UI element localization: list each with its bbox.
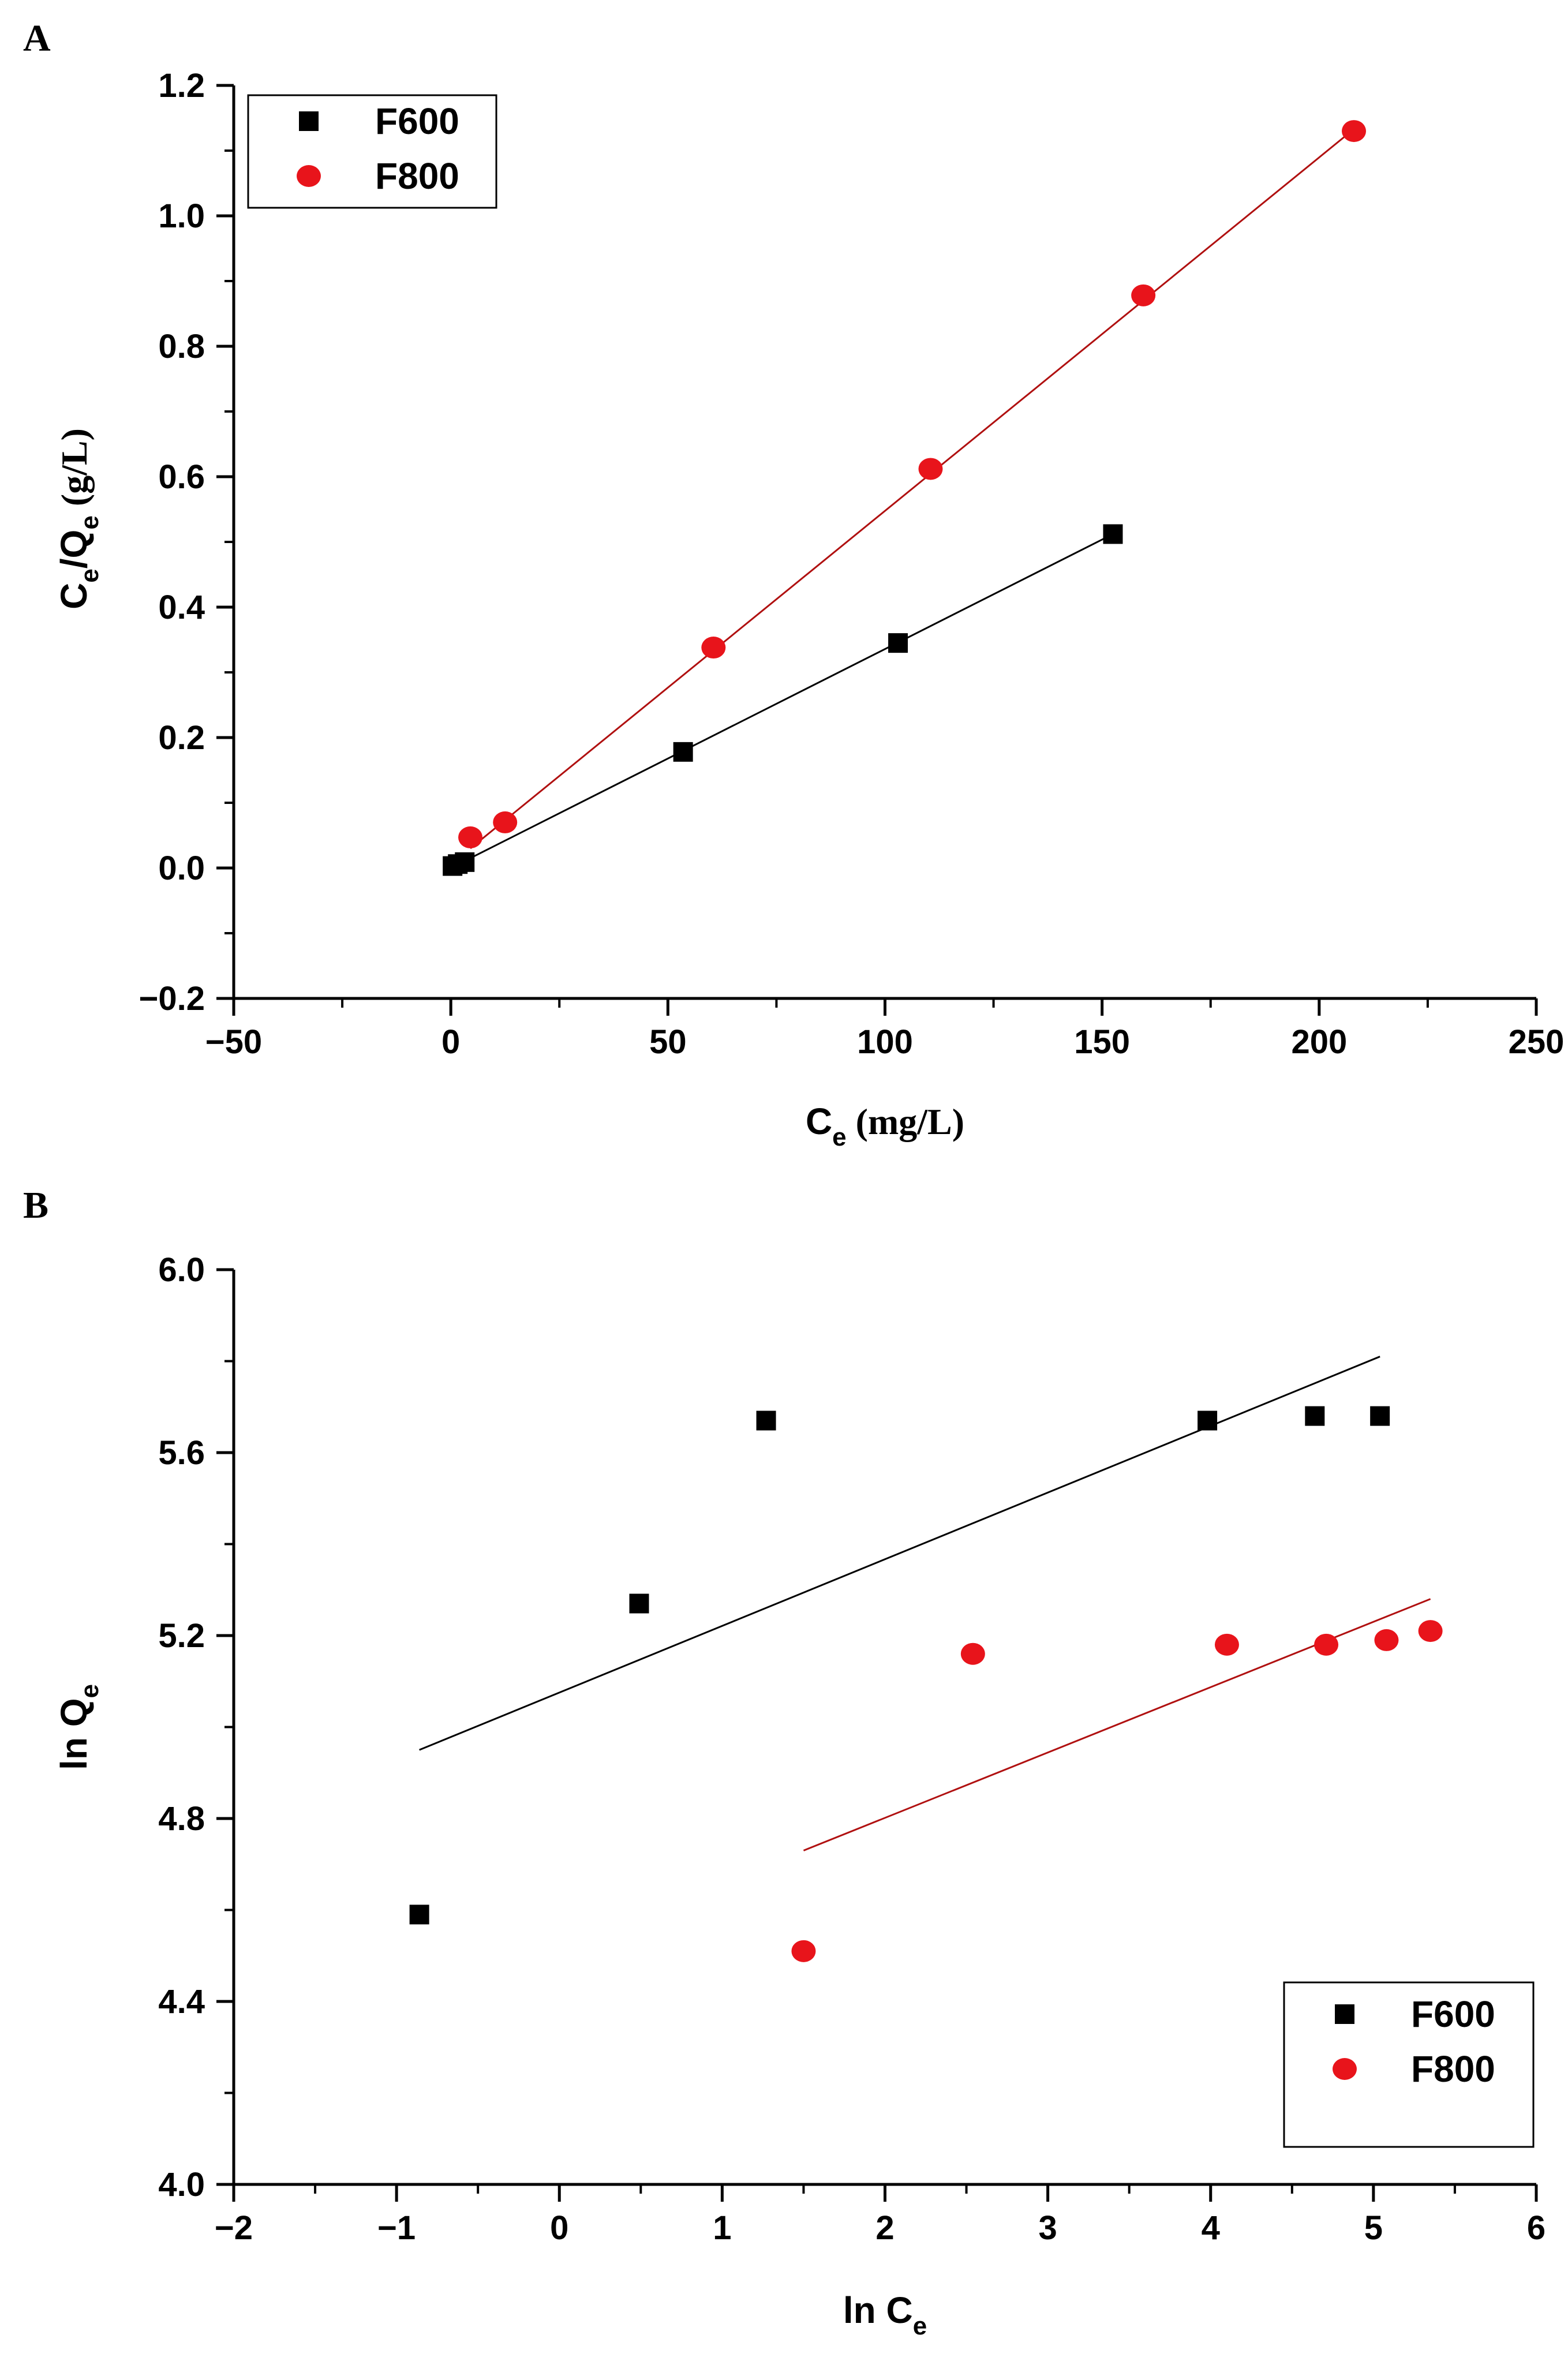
data-point-f600 — [629, 1593, 649, 1614]
x-axis-title-sub: e — [832, 1123, 846, 1151]
y-tick-label: 0.4 — [158, 589, 205, 626]
fit-line-f800 — [470, 128, 1354, 850]
y-tick-label: 0.6 — [158, 458, 205, 496]
fit-line-f800 — [803, 1598, 1431, 1851]
data-point-f600 — [756, 1410, 776, 1431]
legend-box — [247, 94, 497, 209]
legend-marker-f800 — [297, 165, 321, 187]
x-axis-title-unit: (mg/L) — [847, 1101, 964, 1142]
x-tick-label: −2 — [215, 2209, 253, 2247]
panel-label: A — [23, 17, 51, 59]
y-axis-title-sub: e — [76, 1684, 104, 1698]
y-tick-label: 0.0 — [158, 850, 205, 887]
y-axis-title: ln Qe — [53, 1684, 104, 1770]
legend-marker-f600 — [299, 111, 319, 131]
x-tick-label: −1 — [377, 2209, 416, 2247]
x-tick-label: 150 — [1074, 1023, 1130, 1061]
x-tick-label: 5 — [1364, 2209, 1383, 2247]
data-point-f800 — [1131, 284, 1156, 306]
y-tick-label: 0.2 — [158, 719, 205, 757]
data-point-f600 — [888, 633, 908, 653]
data-point-f600 — [1305, 1406, 1325, 1426]
x-tick-label: 0 — [550, 2209, 568, 2247]
data-point-f600 — [1197, 1410, 1218, 1431]
data-point-f800 — [791, 1940, 816, 1962]
x-tick-label: 250 — [1509, 1023, 1565, 1061]
panel-a: A −50 0 50 100 150 200 250 −0.2 0.0 0.2 0.4 0.6 0.8 1.… — [23, 17, 1564, 1151]
legend-marker-f800 — [1333, 2058, 1357, 2080]
y-axis-title-sub2: e — [76, 515, 104, 529]
x-axis-title-main: C — [806, 1101, 832, 1142]
x-tick-label: 2 — [875, 2209, 894, 2247]
data-point-f800 — [918, 458, 943, 480]
data-point-f600 — [455, 852, 475, 872]
y-axis-title: Ce/Qe (g/L) — [53, 428, 104, 609]
x-axis-title: ln Ce — [843, 2289, 927, 2340]
x-tick-label: 3 — [1038, 2209, 1057, 2247]
x-tick-label: 200 — [1291, 1023, 1347, 1061]
y-tick-label: 0.8 — [158, 328, 205, 365]
x-axis-title-sub: e — [913, 2312, 927, 2340]
legend-marker-f600 — [1335, 2004, 1354, 2024]
x-tick-label: 50 — [649, 1023, 687, 1061]
data-point-f800 — [1214, 1633, 1239, 1656]
y-axis-title-main: C — [53, 583, 95, 609]
legend: F600 F800 — [247, 94, 497, 209]
y-tick-label: 6.0 — [158, 1251, 205, 1289]
legend-label-f800: F800 — [375, 155, 459, 197]
fit-line-f600 — [450, 533, 1114, 869]
y-tick-label: 4.8 — [158, 1800, 205, 1838]
y-tick-label: 4.0 — [158, 2166, 205, 2203]
x-tick-label: 4 — [1202, 2209, 1220, 2247]
legend-label-f600: F600 — [375, 100, 459, 142]
x-axis-title-main: ln C — [843, 2289, 913, 2331]
y-tick-label: 5.6 — [158, 1434, 205, 1472]
data-point-f800 — [1342, 120, 1367, 143]
legend-box — [1283, 1981, 1535, 2148]
data-point-f800 — [1374, 1629, 1399, 1651]
x-tick-label: 1 — [713, 2209, 731, 2247]
y-tick-label: 1.2 — [158, 67, 205, 104]
y-axis-title-unit: (g/L) — [54, 428, 95, 515]
data-point-f800 — [701, 637, 726, 659]
y-tick-label: −0.2 — [139, 980, 205, 1017]
fit-line-f600 — [419, 1356, 1380, 1751]
x-tick-label: 100 — [857, 1023, 913, 1061]
data-point-f600 — [1370, 1406, 1390, 1426]
x-tick-label: 6 — [1527, 2209, 1545, 2247]
data-point-f600 — [1103, 524, 1123, 544]
y-axis-title-main2: /Q — [53, 530, 95, 569]
legend-label-f600: F600 — [1411, 1993, 1495, 2035]
y-axis-title-sub: e — [76, 568, 104, 582]
panel-label: B — [23, 1184, 48, 1226]
legend: F600 F800 — [1283, 1981, 1535, 2148]
y-tick-label: 4.4 — [158, 1983, 205, 2020]
data-point-f800 — [458, 826, 483, 848]
data-point-f800 — [493, 811, 518, 833]
data-point-f800 — [1314, 1633, 1339, 1656]
y-tick-label: 5.2 — [158, 1617, 205, 1655]
y-tick-label: 1.0 — [158, 197, 205, 235]
x-tick-label: −50 — [205, 1023, 262, 1061]
y-axis-title-main: ln Q — [53, 1698, 95, 1770]
data-point-f600 — [673, 742, 693, 762]
legend-label-f800: F800 — [1411, 2048, 1495, 2090]
data-point-f800 — [1418, 1620, 1443, 1642]
data-point-f600 — [409, 1904, 429, 1925]
x-tick-label: 0 — [441, 1023, 460, 1061]
data-point-f800 — [960, 1642, 985, 1665]
x-axis-title: Ce (mg/L) — [806, 1101, 964, 1151]
